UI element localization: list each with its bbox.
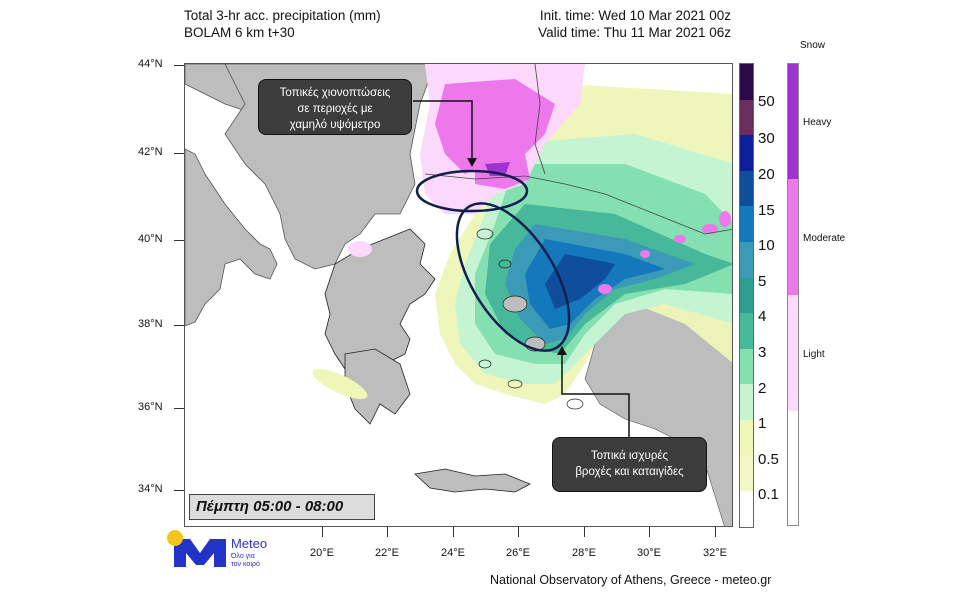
logo-tagline-2: τον καιρό: [231, 561, 260, 568]
snow-colorbar: [787, 63, 799, 526]
snow-label-heavy: Heavy: [803, 117, 832, 128]
lon-tick: [649, 527, 650, 537]
lon-label-26: 26°E: [506, 547, 530, 559]
logo-tagline-1: Όλο για: [231, 553, 255, 560]
lon-label-22: 22°E: [375, 547, 399, 559]
logo-name: Meteo: [231, 536, 268, 551]
logo-tagline: Όλο για τον καιρό: [231, 553, 260, 569]
cbar-swatch: [740, 170, 753, 207]
cbar-swatch: [740, 313, 753, 349]
time-info: Init. time: Wed 10 Mar 2021 00z Valid ti…: [538, 7, 731, 41]
lon-tick: [387, 527, 388, 537]
lat-label-36: 36°N: [138, 401, 163, 413]
precipitation-map: [184, 63, 733, 527]
cbar-swatch: [740, 348, 753, 385]
cbar-swatch: [740, 384, 753, 420]
cbar-label: 50: [758, 93, 775, 110]
snow-swatch-moderate: [788, 179, 798, 295]
snow-label-moderate: Moderate: [803, 233, 846, 244]
cbar-swatch: [740, 277, 753, 314]
valid-time: Valid time: Thu 11 Mar 2021 06z: [538, 25, 731, 40]
cbar-label: 3: [758, 344, 767, 361]
precip-colorbar: [739, 63, 754, 528]
cbar-label: 1: [758, 415, 767, 432]
map-graphic: [185, 64, 732, 526]
snow-colorbar-title: Snow: [800, 40, 826, 51]
lat-label-34: 34°N: [138, 483, 163, 495]
lat-tick: [174, 408, 184, 409]
lon-label-20: 20°E: [310, 547, 334, 559]
snow-swatch-light: [788, 295, 798, 411]
day-time-label: Πέμπτη 05:00 - 08:00: [189, 494, 375, 520]
cbar-label: 0.1: [758, 486, 779, 503]
snow-swatch-heavy: [788, 64, 798, 179]
rain-callout-line-1: Τοπικά ισχυρές: [590, 450, 669, 462]
rain-callout-line-2: βροχές και καταιγίδες: [575, 466, 684, 478]
cbar-label: 5: [758, 273, 767, 290]
snow-callout-line-2: σε περιοχές με: [297, 103, 373, 115]
lat-tick: [174, 65, 184, 66]
footer-credit: National Observatory of Athens, Greece -…: [490, 573, 772, 587]
cbar-label: 15: [758, 202, 775, 219]
lon-label-28: 28°E: [572, 547, 596, 559]
rain-callout: Τοπικά ισχυρές βροχές και καταιγίδες: [552, 437, 707, 492]
chart-title: Total 3-hr acc. precipitation (mm) BOLAM…: [184, 7, 381, 41]
snow-callout-line-3: χαμηλό υψόμετρο: [289, 119, 381, 131]
cbar-label: 20: [758, 166, 775, 183]
cbar-swatch: [740, 455, 753, 492]
lon-tick: [715, 527, 716, 537]
lon-label-32: 32°E: [703, 547, 727, 559]
cbar-label: 10: [758, 237, 775, 254]
title-line-1: Total 3-hr acc. precipitation (mm): [184, 8, 381, 23]
lat-label-42: 42°N: [138, 146, 163, 158]
cbar-swatch: [740, 241, 753, 278]
cbar-label: 0.5: [758, 451, 779, 468]
lon-label-30: 30°E: [637, 547, 661, 559]
lat-tick: [174, 153, 184, 154]
lon-tick: [584, 527, 585, 537]
snow-callout-line-1: Τοπικές χιονοπτώσεις: [279, 87, 391, 99]
lat-label-40: 40°N: [138, 233, 163, 245]
title-line-2: BOLAM 6 km t+30: [184, 25, 295, 40]
cbar-swatch: [740, 99, 753, 136]
lon-tick: [322, 527, 323, 537]
lat-label-38: 38°N: [138, 318, 163, 330]
lat-tick: [174, 240, 184, 241]
lat-tick: [174, 325, 184, 326]
snow-label-light: Light: [803, 349, 825, 360]
init-time: Init. time: Wed 10 Mar 2021 00z: [539, 8, 731, 23]
cbar-swatch: [740, 135, 753, 171]
lat-tick: [174, 490, 184, 491]
cbar-label: 2: [758, 380, 767, 397]
cbar-swatch: [740, 491, 753, 527]
cbar-swatch: [740, 64, 753, 100]
cbar-label: 30: [758, 130, 775, 147]
meteo-logo-icon: [167, 530, 226, 567]
lon-label-24: 24°E: [441, 547, 465, 559]
lon-tick: [453, 527, 454, 537]
lat-label-44: 44°N: [138, 58, 163, 70]
lon-tick: [518, 527, 519, 537]
cbar-label: 4: [758, 308, 767, 325]
cbar-swatch: [740, 419, 753, 456]
snow-swatch-none: [788, 411, 798, 525]
cbar-swatch: [740, 206, 753, 242]
snow-callout: Τοπικές χιονοπτώσεις σε περιοχές με χαμη…: [258, 79, 412, 135]
